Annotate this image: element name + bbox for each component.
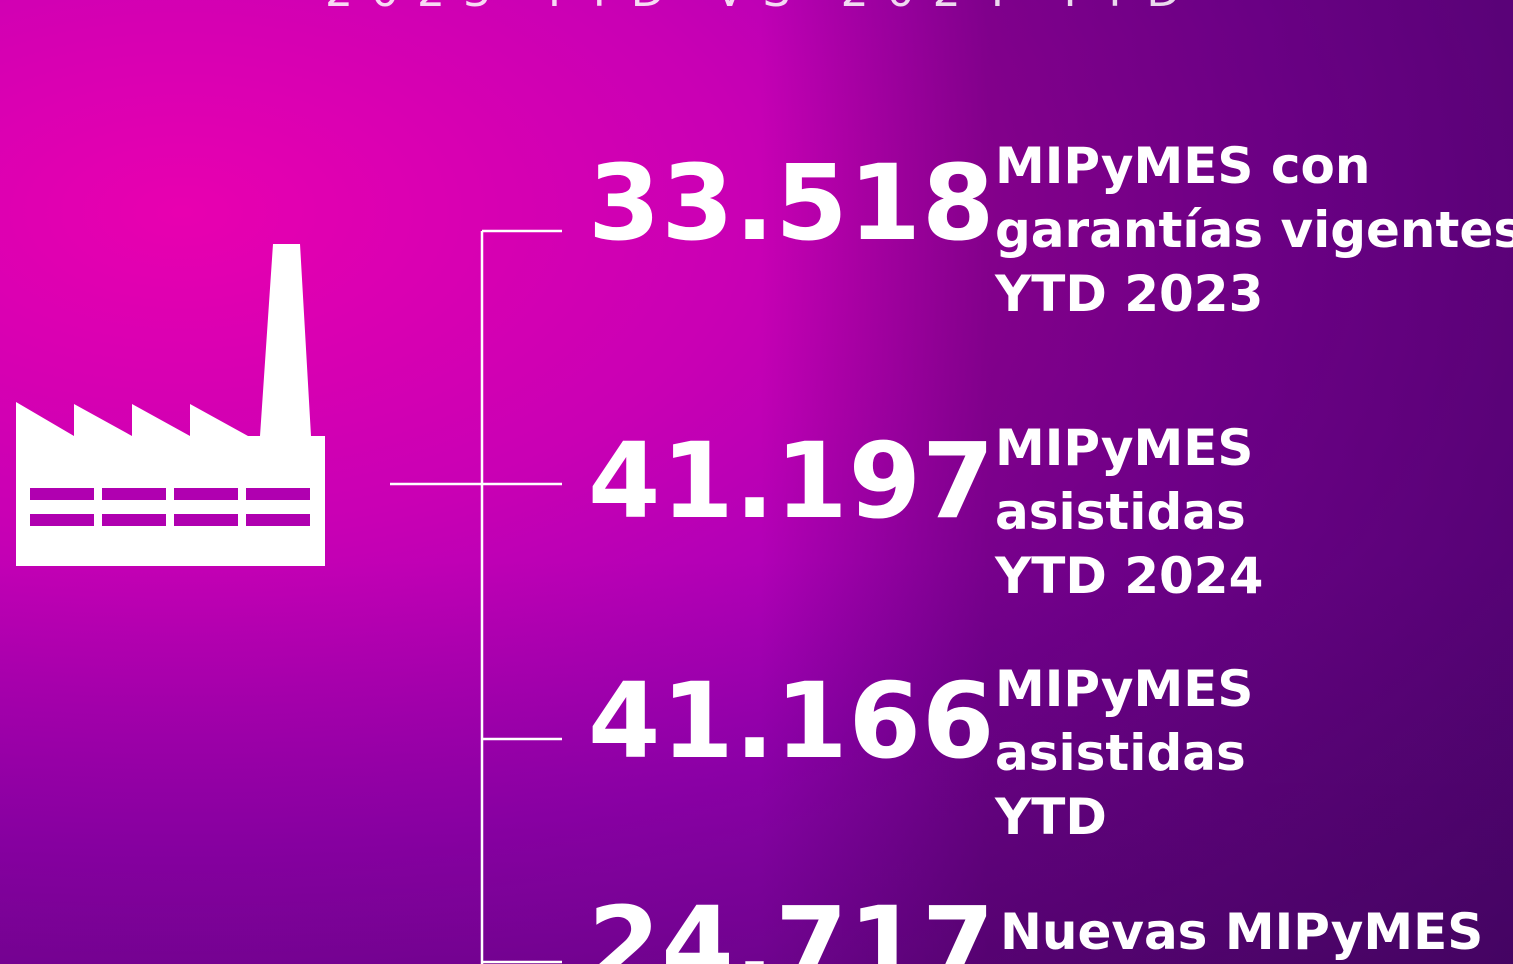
infographic: 2023 YTD VS 2024 YTD 33.518MIPyMES conga… bbox=[0, 0, 1513, 964]
stat-label: garantías vigentes bbox=[995, 198, 1513, 262]
connector-lines bbox=[390, 231, 562, 964]
stat-number: 41.197 bbox=[588, 420, 995, 542]
stat-label: MIPyMES bbox=[995, 416, 1253, 480]
stat-label: asistidas bbox=[995, 480, 1246, 544]
stat-number: 33.518 bbox=[588, 142, 995, 264]
stat-label: asistidas bbox=[995, 721, 1246, 785]
stat-label: YTD 2024 bbox=[995, 544, 1263, 608]
stat-label: YTD bbox=[995, 785, 1107, 849]
stat-label: YTD 2023 bbox=[995, 262, 1263, 326]
stat-number: 24.717 bbox=[588, 884, 995, 964]
stat-label: MIPyMES con bbox=[995, 134, 1370, 198]
stat-number: 41.166 bbox=[588, 660, 995, 782]
stat-label: Nuevas MIPyMES bbox=[1000, 900, 1483, 964]
stat-label: MIPyMES bbox=[995, 657, 1253, 721]
